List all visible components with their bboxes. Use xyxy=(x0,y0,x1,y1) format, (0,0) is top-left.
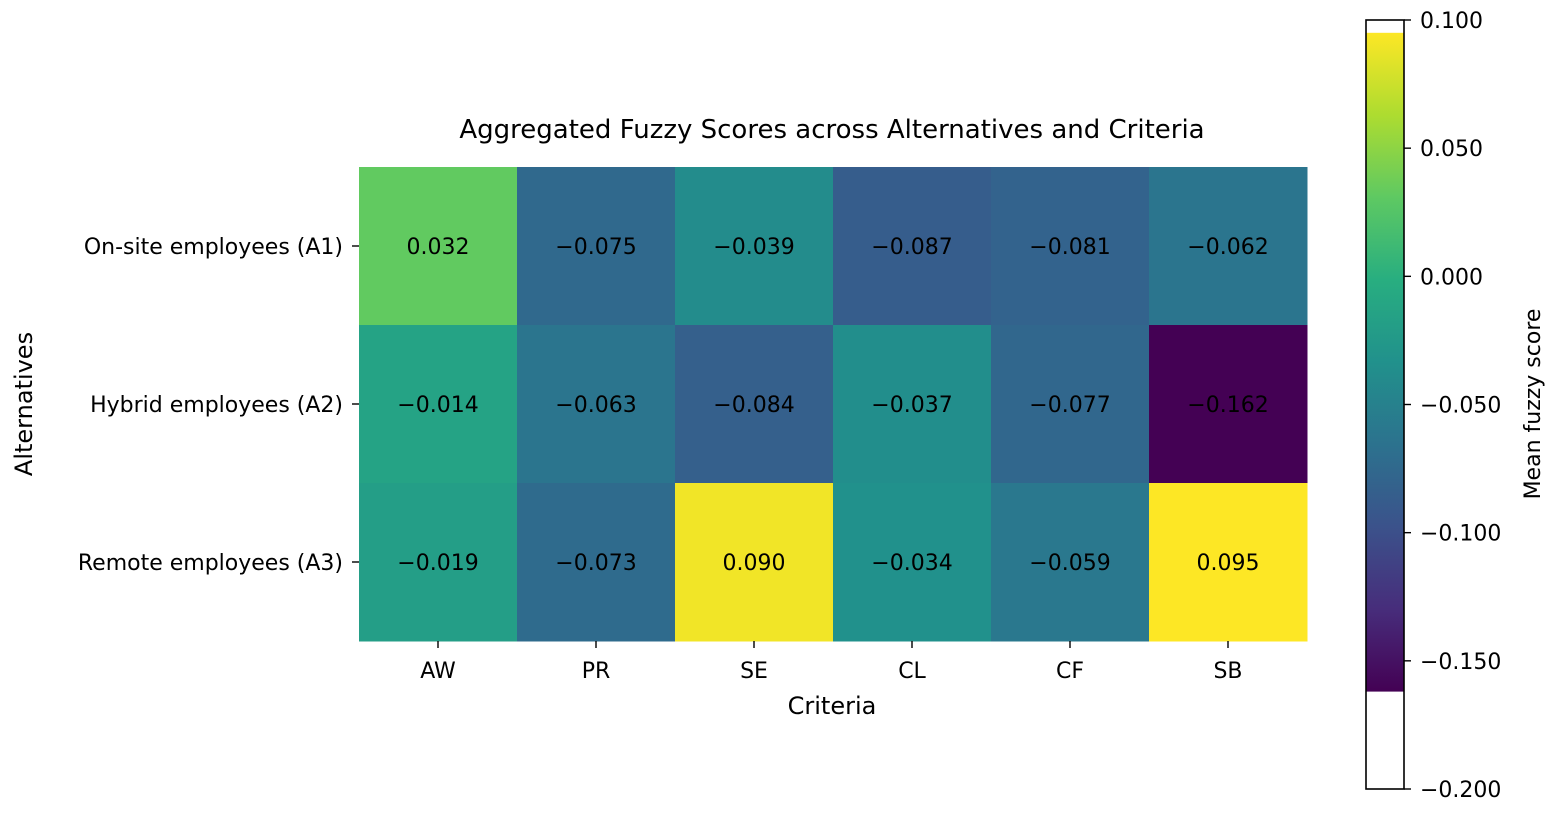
cell-value-label: −0.087 xyxy=(871,235,952,260)
heatmap-cell xyxy=(517,483,676,642)
heatmap-cell xyxy=(1149,167,1308,326)
cell-value-label: 0.032 xyxy=(407,235,470,260)
cell-value-label: −0.063 xyxy=(555,393,636,418)
cell-value-label: −0.062 xyxy=(1187,235,1268,260)
heatmap-cell xyxy=(833,325,992,484)
heatmap-cells xyxy=(359,167,1308,642)
colorbar-tick-label: −0.150 xyxy=(1420,650,1501,675)
colorbar-tick-label: 0.100 xyxy=(1420,9,1483,34)
cell-value-label: −0.084 xyxy=(713,393,794,418)
colorbar-gradient xyxy=(1366,32,1404,692)
chart-title: Aggregated Fuzzy Scores across Alternati… xyxy=(459,115,1204,145)
heatmap-cell xyxy=(359,483,518,642)
cell-value-label: −0.037 xyxy=(871,393,952,418)
heatmap-cell xyxy=(991,483,1150,642)
heatmap-cell xyxy=(833,167,992,326)
cell-value-label: 0.090 xyxy=(723,551,786,576)
colorbar-tick-label: 0.050 xyxy=(1420,137,1483,162)
heatmap-cell xyxy=(833,483,992,642)
x-tick-label: CL xyxy=(898,659,926,684)
y-tick-label: On-site employees (A1) xyxy=(84,235,343,260)
x-tick-label: SB xyxy=(1213,659,1242,684)
cell-value-label: −0.059 xyxy=(1029,551,1110,576)
colorbar-ticks: 0.100 0.050 0.000 −0.050 −0.100 −0.150 −0.200 xyxy=(1404,9,1501,803)
heatmap-cell xyxy=(991,167,1150,326)
colorbar: 0.100 0.050 0.000 −0.050 −0.100 −0.150 −0.200 xyxy=(1365,9,1501,803)
heatmap-cell xyxy=(991,325,1150,484)
heatmap-cell xyxy=(675,325,834,484)
heatmap-cell xyxy=(359,325,518,484)
cell-value-label: −0.073 xyxy=(555,551,636,576)
x-tick-label: PR xyxy=(582,659,611,684)
heatmap-cell xyxy=(517,325,676,484)
x-tick-label: SE xyxy=(740,659,768,684)
cell-value-label: −0.162 xyxy=(1187,393,1268,418)
y-tick-label: Hybrid employees (A2) xyxy=(90,393,343,418)
heatmap-cell xyxy=(1149,325,1308,484)
colorbar-label: Mean fuzzy score xyxy=(1521,309,1546,500)
heatmap-cell xyxy=(675,167,834,326)
heatmap-cell xyxy=(359,167,518,326)
y-axis-label: Alternatives xyxy=(10,332,38,476)
x-tick-label: AW xyxy=(420,659,456,684)
y-tick-label: Remote employees (A3) xyxy=(78,551,343,576)
x-tick-label: CF xyxy=(1056,659,1084,684)
heatmap-cell xyxy=(675,483,834,642)
heatmap-cell xyxy=(517,167,676,326)
cell-value-label: −0.077 xyxy=(1029,393,1110,418)
x-axis-label: Criteria xyxy=(788,692,877,720)
cell-value-label: −0.081 xyxy=(1029,235,1110,260)
cell-value-label: 0.095 xyxy=(1197,551,1260,576)
y-axis-ticks: On-site employees (A1) Hybrid employees (… xyxy=(78,235,359,576)
colorbar-tick-label: 0.000 xyxy=(1420,265,1483,290)
cell-value-label: −0.075 xyxy=(555,235,636,260)
heatmap-cell-labels: 0.032 −0.075 −0.039 −0.087 −0.081 −0.062 −0.01… xyxy=(397,235,1268,576)
cell-value-label: −0.039 xyxy=(713,235,794,260)
colorbar-tick-label: −0.050 xyxy=(1420,394,1501,419)
cell-value-label: −0.019 xyxy=(397,551,478,576)
x-axis-ticks: AW PR SE CL CF SB xyxy=(420,641,1243,684)
heatmap-cell xyxy=(1149,483,1308,642)
cell-value-label: −0.014 xyxy=(397,393,478,418)
colorbar-tick-label: −0.200 xyxy=(1420,778,1501,803)
colorbar-tick-label: −0.100 xyxy=(1420,522,1501,547)
cell-value-label: −0.034 xyxy=(871,551,952,576)
